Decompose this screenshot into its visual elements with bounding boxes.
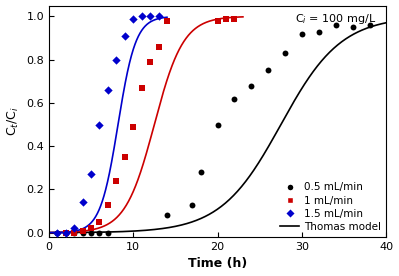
Legend: 0.5 mL/min, 1 mL/min, 1.5 mL/min, Thomas model: 0.5 mL/min, 1 mL/min, 1.5 mL/min, Thomas… [280,182,381,232]
Point [79,230,86,235]
Point [223,16,229,21]
Point [214,18,221,23]
Point [79,200,86,205]
Point [316,29,322,34]
Point [155,44,162,49]
Point [147,60,153,64]
Point [155,14,162,18]
Point [231,16,238,21]
Point [332,23,339,27]
Point [54,230,61,235]
Point [214,122,221,127]
Point [71,230,77,235]
Point [113,179,120,183]
Point [71,230,77,235]
Point [147,14,153,18]
Point [105,230,111,235]
Point [105,88,111,92]
Point [265,68,271,73]
Point [130,124,136,129]
Point [248,83,255,88]
Point [96,230,103,235]
Point [350,25,356,30]
X-axis label: Time (h): Time (h) [188,258,247,270]
Point [88,230,94,235]
Point [54,230,61,235]
Point [164,213,170,217]
Point [282,51,288,55]
Point [122,155,128,159]
Point [96,220,103,224]
Point [299,31,305,36]
Point [231,96,238,101]
Point [96,122,103,127]
Point [113,57,120,62]
Point [63,230,69,235]
Point [88,226,94,230]
Point [138,14,145,18]
Point [71,226,77,230]
Point [63,230,69,235]
Point [130,16,136,21]
Y-axis label: C$_t$/C$_i$: C$_t$/C$_i$ [6,106,21,136]
Point [164,18,170,23]
Point [189,202,196,207]
Point [79,228,86,233]
Point [63,230,69,235]
Point [198,170,204,174]
Point [105,202,111,207]
Text: C$_i$ = 100 mg/L: C$_i$ = 100 mg/L [295,12,376,26]
Point [122,34,128,38]
Point [366,23,373,27]
Point [138,86,145,90]
Point [88,172,94,176]
